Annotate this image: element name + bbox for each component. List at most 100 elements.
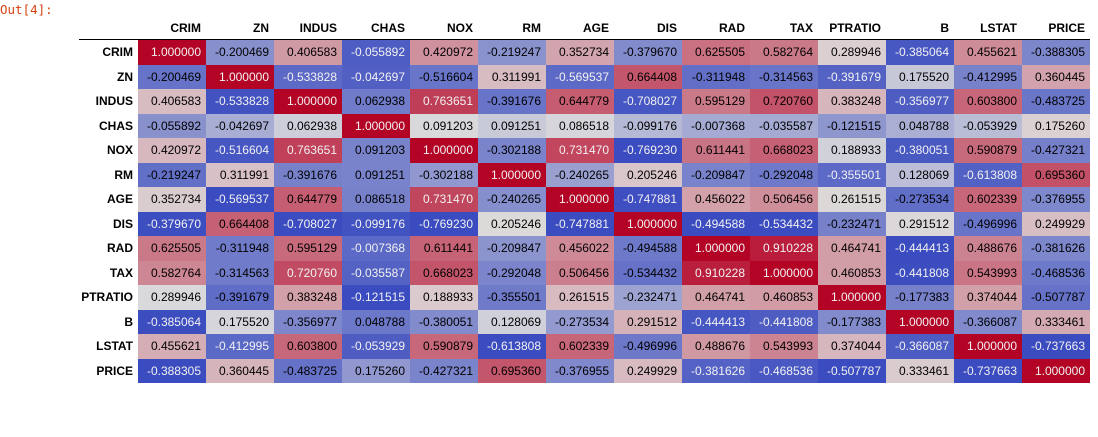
correlation-cell: 0.360445 <box>1022 64 1090 89</box>
correlation-cell: 0.763651 <box>274 138 342 163</box>
correlation-cell: -0.468536 <box>1022 260 1090 285</box>
correlation-cell: 0.048788 <box>342 309 410 334</box>
correlation-cell: 0.383248 <box>818 89 886 114</box>
correlation-cell: -0.356977 <box>886 89 954 114</box>
correlation-cell: -0.379670 <box>138 211 206 236</box>
correlation-cell: 0.420972 <box>138 138 206 163</box>
correlation-cell: 0.664408 <box>206 211 274 236</box>
table-row: PTRATIO 0.289946 -0.391679 0.383248 -0.12151… <box>79 285 1090 310</box>
column-header-rad: RAD <box>682 16 750 40</box>
correlation-cell: 1.000000 <box>546 187 614 212</box>
correlation-cell: -0.314563 <box>750 64 818 89</box>
row-header-zn: ZN <box>117 69 133 84</box>
correlation-cell: -0.240265 <box>546 162 614 187</box>
correlation-cell: -0.391679 <box>818 64 886 89</box>
correlation-cell: 1.000000 <box>1022 358 1090 383</box>
correlation-cell: -0.494588 <box>614 236 682 261</box>
correlation-matrix-table: CRIM ZN INDUS CHAS NOX RM AGE DIS RAD TAX PTRATIO B… <box>79 16 1090 383</box>
correlation-cell: -0.042697 <box>342 64 410 89</box>
row-header-tax: TAX <box>109 265 133 280</box>
column-header-rm: RM <box>478 16 546 40</box>
correlation-cell: 0.668023 <box>750 138 818 163</box>
correlation-cell: 0.611441 <box>682 138 750 163</box>
correlation-cell: 0.460853 <box>818 260 886 285</box>
row-header-rm: RM <box>114 167 133 182</box>
correlation-cell: 0.374044 <box>954 285 1022 310</box>
correlation-cell: -0.534432 <box>614 260 682 285</box>
correlation-cell: 0.128069 <box>478 309 546 334</box>
corner-cell <box>79 16 138 40</box>
correlation-cell: 0.091251 <box>342 162 410 187</box>
correlation-cell: -0.388305 <box>138 358 206 383</box>
table-row: ZN -0.200469 1.000000 -0.533828 -0.042697 -0.… <box>79 64 1090 89</box>
correlation-cell: -0.533828 <box>274 64 342 89</box>
correlation-cell: -0.412995 <box>954 64 1022 89</box>
correlation-cell: 0.602339 <box>954 187 1022 212</box>
correlation-cell: -0.444413 <box>682 309 750 334</box>
correlation-cell: -0.385064 <box>886 39 954 65</box>
correlation-cell: 0.910228 <box>750 236 818 261</box>
correlation-cell: -0.391676 <box>274 162 342 187</box>
correlation-cell: 0.291512 <box>614 309 682 334</box>
correlation-cell: -0.035587 <box>342 260 410 285</box>
table-body: CRIM 1.000000 -0.200469 0.406583 -0.055892 0.… <box>79 39 1090 383</box>
correlation-cell: 0.720760 <box>274 260 342 285</box>
correlation-cell: 0.625505 <box>138 236 206 261</box>
correlation-cell: -0.356977 <box>274 309 342 334</box>
column-header-zn: ZN <box>206 16 274 40</box>
correlation-cell: 0.543993 <box>954 260 1022 285</box>
correlation-cell: -0.232471 <box>818 211 886 236</box>
correlation-cell: 0.086518 <box>546 113 614 138</box>
correlation-cell: -0.412995 <box>206 334 274 359</box>
correlation-cell: 0.590879 <box>954 138 1022 163</box>
correlation-cell: 0.352734 <box>546 39 614 65</box>
correlation-cell: -0.055892 <box>138 113 206 138</box>
correlation-cell: -0.381626 <box>682 358 750 383</box>
correlation-cell: 0.695360 <box>478 358 546 383</box>
correlation-cell: 1.000000 <box>818 285 886 310</box>
correlation-cell: 0.456022 <box>546 236 614 261</box>
correlation-cell: 0.488676 <box>954 236 1022 261</box>
correlation-cell: 0.625505 <box>682 39 750 65</box>
correlation-cell: -0.708027 <box>274 211 342 236</box>
correlation-cell: -0.507787 <box>1022 285 1090 310</box>
correlation-cell: -0.769230 <box>614 138 682 163</box>
correlation-cell: -0.496996 <box>614 334 682 359</box>
row-header-ptratio: PTRATIO <box>81 290 133 305</box>
correlation-cell: 0.360445 <box>206 358 274 383</box>
correlation-cell: 1.000000 <box>886 309 954 334</box>
correlation-cell: 0.406583 <box>138 89 206 114</box>
correlation-cell: 0.731470 <box>410 187 478 212</box>
correlation-cell: 0.091203 <box>342 138 410 163</box>
column-header-crim: CRIM <box>138 16 206 40</box>
row-header-age: AGE <box>106 192 133 207</box>
correlation-cell: -0.200469 <box>206 39 274 65</box>
correlation-cell: 0.062938 <box>342 89 410 114</box>
correlation-cell: -0.121515 <box>342 285 410 310</box>
correlation-cell: 0.249929 <box>1022 211 1090 236</box>
correlation-cell: -0.427321 <box>1022 138 1090 163</box>
correlation-cell: -0.747881 <box>546 211 614 236</box>
correlation-cell: -0.516604 <box>410 64 478 89</box>
table-row: NOX 0.420972 -0.516604 0.763651 0.091203 1.00… <box>79 138 1090 163</box>
column-header-dis: DIS <box>614 16 682 40</box>
correlation-cell: 0.333461 <box>886 358 954 383</box>
correlation-cell: -0.441808 <box>750 309 818 334</box>
correlation-cell: -0.391676 <box>478 89 546 114</box>
correlation-cell: -0.613808 <box>478 334 546 359</box>
correlation-cell: 0.590879 <box>410 334 478 359</box>
correlation-cell: 0.644779 <box>274 187 342 212</box>
table-row: TAX 0.582764 -0.314563 0.720760 -0.035587 0.6… <box>79 260 1090 285</box>
correlation-cell: -0.302188 <box>478 138 546 163</box>
correlation-cell: 0.664408 <box>614 64 682 89</box>
table-row: RAD 0.625505 -0.311948 0.595129 -0.007368 0.6… <box>79 236 1090 261</box>
column-header-nox: NOX <box>410 16 478 40</box>
correlation-cell: 0.644779 <box>546 89 614 114</box>
correlation-cell: -0.055892 <box>342 39 410 65</box>
correlation-cell: 0.289946 <box>138 285 206 310</box>
correlation-cell: 1.000000 <box>954 334 1022 359</box>
correlation-cell: -0.121515 <box>818 113 886 138</box>
correlation-cell: 0.668023 <box>410 260 478 285</box>
row-header-nox: NOX <box>106 143 133 158</box>
correlation-cell: 0.406583 <box>274 39 342 65</box>
